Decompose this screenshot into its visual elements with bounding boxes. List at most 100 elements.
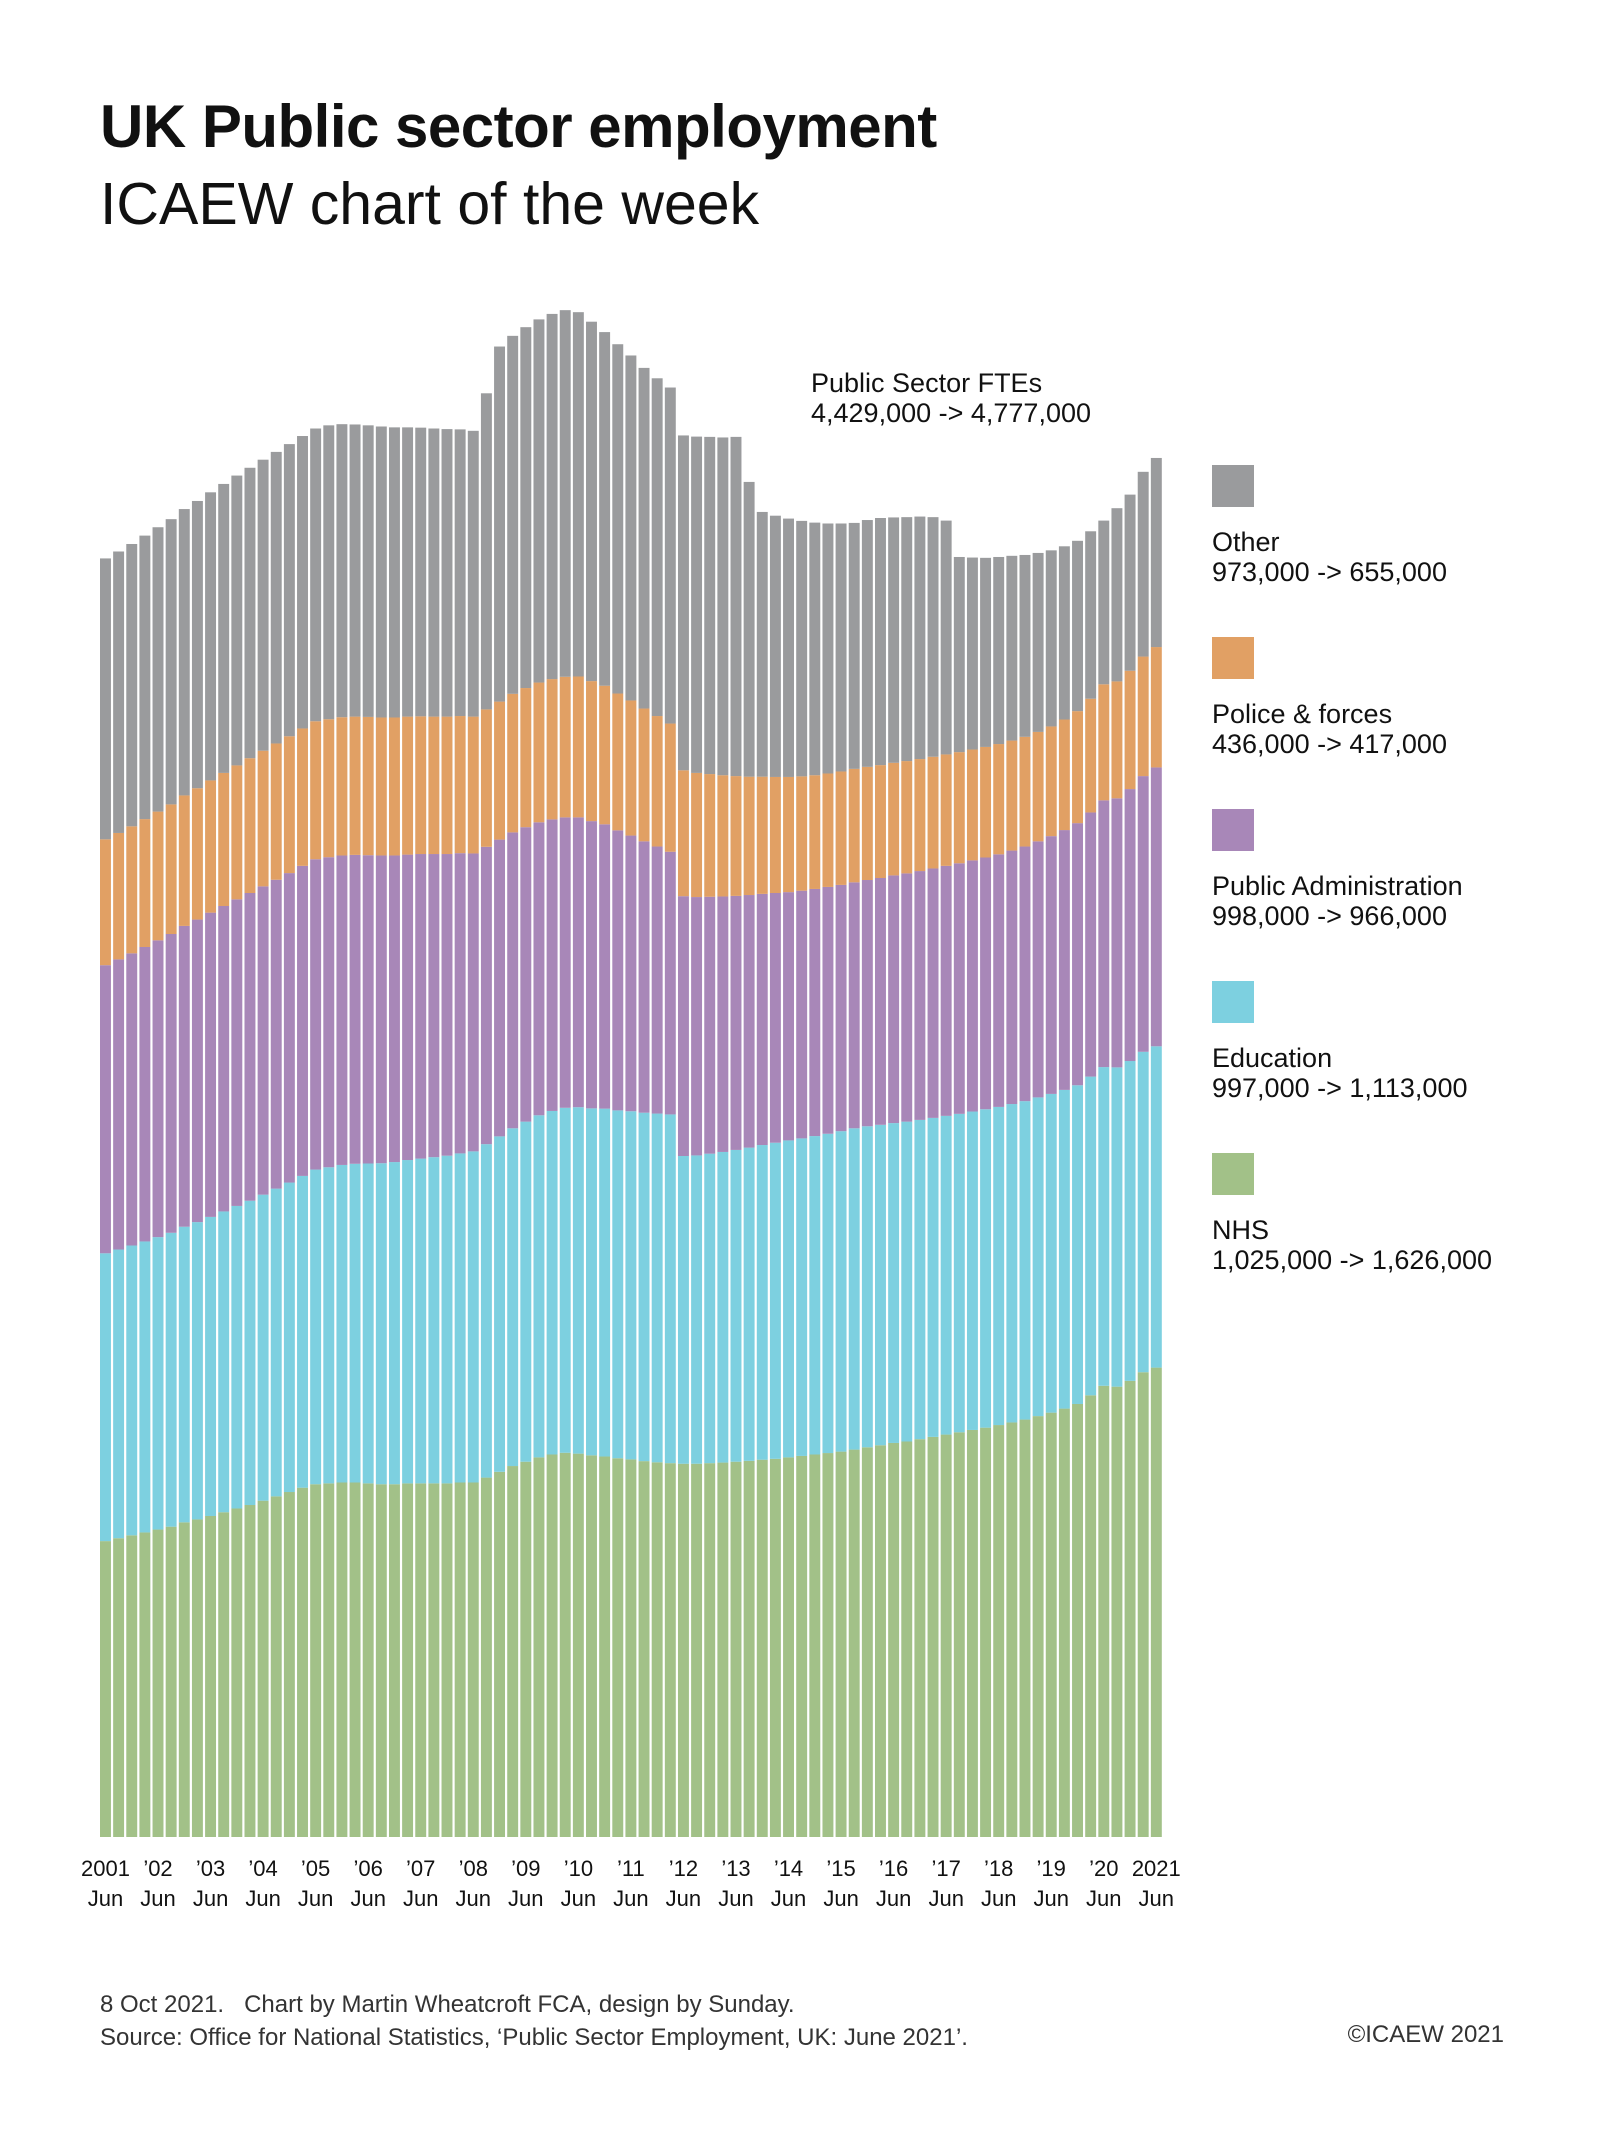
bar-segment-police-forces <box>612 693 624 831</box>
bar-segment-education <box>1098 1067 1110 1386</box>
bar-segment-public-administration <box>612 830 624 1111</box>
x-tick-month: Jun <box>823 1886 858 1911</box>
bar-segment-other <box>375 426 387 718</box>
legend-swatch-public-administration <box>1212 809 1254 851</box>
bar-segment-other <box>875 518 886 766</box>
bar-segment-nhs <box>139 1532 151 1837</box>
bar-segment-public-administration <box>297 865 308 1176</box>
bar-segment-public-administration <box>467 853 479 1152</box>
bar-segment-nhs <box>625 1459 637 1837</box>
bar-segment-nhs <box>927 1436 939 1837</box>
legend-change: 1,025,000 -> 1,626,000 <box>1212 1245 1492 1275</box>
legend-change: 998,000 -> 966,000 <box>1212 901 1447 931</box>
bar-segment-police-forces <box>769 776 781 893</box>
bar-segment-nhs <box>743 1460 755 1837</box>
bar-segment-other <box>152 527 164 812</box>
bar-segment-public-administration <box>454 853 466 1154</box>
copyright: ©ICAEW 2021 <box>1347 2021 1504 2048</box>
bar-segment-other <box>914 516 926 760</box>
bar-segment-public-administration <box>402 854 414 1161</box>
bar-segment-police-forces <box>205 780 217 913</box>
x-tick-month: Jun <box>1139 1886 1174 1911</box>
bar-segment-other <box>362 425 374 717</box>
bar-segment-education <box>336 1164 348 1483</box>
bar-segment-education <box>231 1205 243 1509</box>
bar-segment-public-administration <box>1058 830 1070 1090</box>
x-tick-month: Jun <box>298 1886 333 1911</box>
bar-segment-police-forces <box>520 688 532 828</box>
bar-segment-other <box>612 344 624 694</box>
bar-segment-police-forces <box>257 750 269 887</box>
bar-segment-other <box>822 523 834 774</box>
footer-source: Source: Office for National Statistics, … <box>100 2024 968 2051</box>
bar-segment-education <box>297 1175 308 1488</box>
bar-segment-public-administration <box>599 824 611 1109</box>
bar-segment-other <box>901 517 913 762</box>
x-tick-label: ’02 Jun <box>140 1856 175 1911</box>
x-tick-month: Jun <box>456 1886 491 1911</box>
bar-segment-police-forces <box>1137 656 1149 777</box>
bar-segment-police-forces <box>599 685 611 825</box>
x-tick-year: ’08 <box>459 1856 488 1881</box>
bar-segment-other <box>638 367 650 709</box>
footer: 8 Oct 2021. Chart by Martin Wheatcroft F… <box>100 1988 968 2054</box>
bar-segment-nhs <box>467 1482 479 1837</box>
bar-segment-nhs <box>651 1462 663 1837</box>
bar-segment-nhs <box>533 1457 545 1837</box>
bar-segment-other <box>730 436 742 777</box>
bar-segment-police-forces <box>139 819 151 947</box>
bar-segment-police-forces <box>1058 719 1070 831</box>
bar-segment-other <box>533 319 545 683</box>
bar-segment-public-administration <box>677 896 689 1156</box>
total-annotation-title: Public Sector FTEs <box>811 368 1043 398</box>
x-tick-month: Jun <box>88 1886 123 1911</box>
x-tick-month: Jun <box>193 1886 228 1911</box>
x-tick-month: Jun <box>1033 1886 1068 1911</box>
legend-item-other: Other 973,000 -> 655,000 <box>1212 465 1447 587</box>
bar-segment-police-forces <box>362 716 374 856</box>
bar-segment-education <box>704 1153 716 1464</box>
bar-segment-nhs <box>480 1477 492 1837</box>
x-tick-year: ’19 <box>1037 1856 1066 1881</box>
bar-segment-education <box>783 1140 794 1458</box>
bar-segment-education <box>625 1111 637 1460</box>
bar-segment-public-administration <box>704 896 716 1154</box>
bar-segment-nhs <box>966 1429 978 1837</box>
bar-segment-nhs <box>822 1453 834 1837</box>
bar-segment-nhs <box>218 1512 230 1837</box>
bar-segment-education <box>796 1138 808 1456</box>
bar-segment-nhs <box>1124 1380 1136 1837</box>
bar-segment-public-administration <box>783 892 794 1141</box>
bar-segment-police-forces <box>586 681 597 822</box>
bar-segment-nhs <box>888 1442 900 1837</box>
bar-segment-other <box>835 523 847 772</box>
bar-segment-public-administration <box>953 863 965 1114</box>
bar-segment-education <box>546 1110 558 1455</box>
bar-segment-police-forces <box>875 765 886 878</box>
bar-segment-education <box>822 1133 834 1454</box>
bar-segment-police-forces <box>467 716 479 854</box>
bar-segment-public-administration <box>310 859 322 1170</box>
bar-segment-nhs <box>835 1451 847 1837</box>
legend-label: Education <box>1212 1043 1333 1073</box>
x-tick-year: 2001 <box>81 1856 130 1881</box>
bar-segment-public-administration <box>546 819 558 1111</box>
bar-segment-police-forces <box>1111 681 1123 799</box>
bar-segment-public-administration <box>1032 841 1044 1098</box>
x-tick-label: ’15 Jun <box>823 1856 858 1911</box>
bar-segment-nhs <box>283 1492 295 1837</box>
x-tick-year: 2021 <box>1132 1856 1181 1881</box>
bar-segment-public-administration <box>520 827 532 1122</box>
bar-segment-education <box>1137 1051 1149 1373</box>
bar-segment-nhs <box>717 1462 729 1837</box>
bar-segment-nhs <box>454 1482 466 1837</box>
bar-segment-public-administration <box>257 886 269 1195</box>
bar-segment-public-administration <box>244 893 256 1201</box>
bar-segment-nhs <box>1019 1419 1031 1837</box>
bar-segment-police-forces <box>980 746 992 858</box>
bar-segment-nhs <box>677 1463 689 1837</box>
bar-segment-public-administration <box>822 886 834 1134</box>
bar-segment-nhs <box>691 1463 703 1837</box>
bar-segment-police-forces <box>730 776 742 896</box>
bar-segment-education <box>1032 1097 1044 1417</box>
